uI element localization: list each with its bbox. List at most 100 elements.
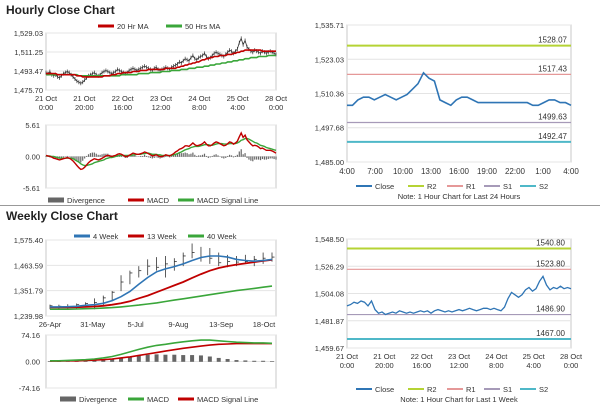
hourly-divergence-bar — [84, 156, 86, 159]
hourly-divergence-bar — [225, 156, 227, 158]
hourly-divergence-bar — [234, 155, 237, 157]
weekly-divergence-bar — [101, 359, 106, 362]
hourly-divergence-bar — [190, 153, 192, 157]
hourly-divergence-bar — [203, 153, 206, 157]
hourly-price-x-tick-time: 20:00 — [75, 103, 94, 112]
weekly-1w-y-tick-label: 1,504.08 — [315, 290, 344, 299]
hourly-divergence-bar — [261, 156, 264, 160]
hourly-divergence-bar — [178, 153, 180, 157]
hourly-divergence-bar — [198, 155, 200, 157]
hourly-divergence-bar — [169, 156, 171, 158]
weekly-1w-x-tick-time: 16:00 — [412, 361, 431, 370]
hourly-divergence-bar — [174, 154, 177, 157]
weekly-divergence-bar — [270, 361, 274, 362]
weekly-divergence-bar — [252, 360, 257, 362]
hourly-section-title: Hourly Close Chart — [6, 3, 115, 17]
hourly-price-x-tick-date: 21 Oct — [35, 94, 58, 103]
hourly-divergence-bar — [207, 156, 209, 158]
weekly-macd-signal-line — [50, 342, 272, 362]
w1w-legend-r1-label: R1 — [466, 385, 476, 394]
hourly-divergence-bar — [269, 156, 271, 159]
hourly-divergence-bar — [80, 156, 82, 163]
hourly-divergence-bar — [236, 154, 238, 157]
w1w-legend-s2-label: S2 — [539, 385, 548, 394]
hourly-price-x-tick-time: 0:00 — [39, 103, 54, 112]
hourly-24h-x-tick: 4:00 — [339, 167, 355, 176]
hourly-divergence-bar — [155, 156, 157, 158]
hourly-divergence-bar — [85, 155, 88, 157]
hourly-divergence-bar — [186, 153, 188, 157]
hourly-divergence-bar — [188, 154, 190, 157]
weekly-13w-ma-line — [50, 258, 273, 309]
weekly-divergence-bar — [119, 357, 124, 362]
hourly-24h-x-tick: 10:00 — [393, 167, 414, 176]
hourly-price-x-tick-date: 25 Oct — [227, 94, 250, 103]
weekly-1w-y-tick-label: 1,526.29 — [315, 262, 344, 271]
hourly-divergence-bar — [221, 156, 223, 158]
hourly-divergence-bar — [159, 156, 161, 159]
weekly-price-x-tick: 9-Aug — [168, 320, 188, 329]
h24-legend-s2-label: S2 — [539, 182, 548, 191]
hourly-divergence-bar — [172, 155, 175, 157]
hourly-divergence-bar — [145, 155, 148, 157]
weekly-divergence-bar — [172, 354, 177, 362]
hourly-divergence-bar — [254, 156, 256, 160]
weekly-divergence-bar — [92, 360, 97, 362]
hourly-divergence-bar — [95, 153, 97, 157]
hourly-macd-line — [45, 131, 277, 171]
hourly-divergence-bar — [142, 155, 144, 157]
weekly-price-x-tick: 13-Sep — [209, 320, 233, 329]
weekly-1w-x-tick-time: 8:00 — [489, 361, 504, 370]
hourly-price-x-tick-date: 24 Oct — [188, 94, 211, 103]
hourly-divergence-bar — [72, 156, 74, 160]
hourly-divergence-bar — [229, 154, 231, 157]
hourly-divergence-bar — [78, 156, 80, 163]
hourly-24h-x-tick: 16:00 — [449, 167, 470, 176]
w1w-legend-s1-label: S1 — [503, 385, 512, 394]
weekly-1w-level-label-s2: 1467.00 — [536, 329, 565, 338]
weekly-section-title: Weekly Close Chart — [6, 209, 118, 223]
hourly-macd-y-tick-label: 0.00 — [25, 153, 40, 162]
hourly-divergence-bar — [209, 156, 211, 158]
w1w-legend-r2-label: R2 — [427, 385, 437, 394]
weekly-1w-x-tick-date: 21 Oct — [373, 352, 396, 361]
hourly-divergence-bar — [223, 156, 225, 159]
hourly-divergence-bar — [165, 155, 167, 157]
hourly-divergence-bar — [134, 155, 136, 157]
hourly-divergence-bar — [101, 154, 103, 157]
weekly-4w-ma-line — [50, 255, 273, 308]
hourly-divergence-bar — [171, 155, 173, 157]
hourly-divergence-bar — [153, 156, 155, 158]
weekly-price-y-tick-label: 1,575.40 — [14, 236, 43, 245]
hourly-divergence-bar — [66, 155, 68, 157]
wm-legend-div-label: Divergence — [79, 395, 117, 404]
hourly-24h-y-tick-label: 1,535.71 — [315, 21, 344, 30]
hourly-divergence-bar — [263, 156, 266, 160]
hourly-divergence-bar — [124, 156, 126, 158]
hourly-divergence-bar — [76, 156, 78, 162]
hourly-24h-level-label-s1: 1499.63 — [538, 112, 567, 121]
hourly-divergence-bar — [252, 156, 254, 162]
hourly-divergence-bar — [211, 155, 213, 157]
hourly-divergence-bar — [267, 156, 269, 160]
hourly-divergence-bar — [157, 156, 159, 158]
hourly-24h-x-tick: 1:00 — [535, 167, 551, 176]
hourly-24h-level-label-r2: 1528.07 — [538, 36, 567, 45]
section-divider — [0, 205, 600, 206]
hourly-divergence-bar — [132, 154, 134, 157]
hourly-divergence-bar — [273, 156, 275, 160]
hourly-50hr-ma-line — [46, 54, 276, 77]
weekly-1w-y-tick-label: 1,481.87 — [315, 317, 344, 326]
hourly-divergence-bar — [70, 156, 72, 158]
hourly-macd-y-tick-label: 5.61 — [25, 121, 40, 130]
hourly-divergence-bar — [87, 154, 90, 157]
weekly-price-x-tick: 26-Apr — [39, 320, 62, 329]
weekly-macd-y-tick-label: 74.16 — [21, 331, 40, 340]
weekly-divergence-bar — [83, 360, 88, 362]
weekly-1w-level-label-r1: 1523.80 — [536, 259, 565, 268]
hourly-macd-y-tick-label: -5.61 — [23, 184, 40, 193]
weekly-1w-y-tick-label: 1,548.50 — [315, 235, 344, 244]
hourly-20hr-ma-line — [46, 49, 276, 78]
weekly-1w-x-tick-time: 20:00 — [375, 361, 394, 370]
hourly-divergence-bar — [97, 154, 99, 157]
